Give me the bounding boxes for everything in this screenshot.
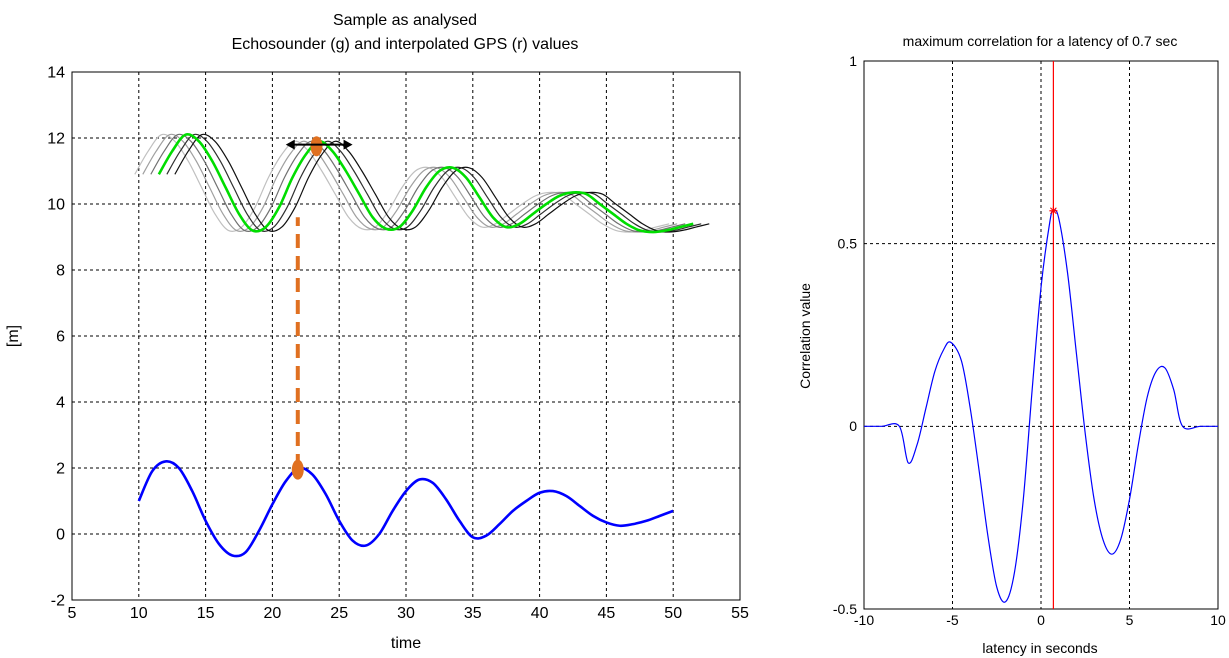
right-tick-labels: -10 -5 0 5 10 -0.5 0 0.5 1 bbox=[833, 53, 1226, 628]
correlation-curve bbox=[863, 209, 1218, 603]
left-series-line-1 bbox=[157, 133, 694, 234]
left-tick-labels: 5 10 15 20 25 30 35 40 45 50 55 -2 0 2 4 6 8 10 12 14 bbox=[47, 65, 749, 622]
left-y-tick-label: 10 bbox=[47, 197, 65, 214]
left-y-tick-label: -2 bbox=[51, 593, 65, 610]
left-series-line-3 bbox=[142, 133, 678, 233]
left-plot-frame bbox=[71, 71, 741, 601]
right-y-axis-label: Correlation value bbox=[797, 283, 813, 389]
left-grid bbox=[72, 72, 740, 600]
right-x-axis-label: latency in seconds bbox=[982, 640, 1097, 656]
bottom-peak-marker bbox=[291, 459, 304, 480]
right-x-tick-label: 10 bbox=[1210, 612, 1226, 628]
top-peak-marker bbox=[310, 136, 323, 157]
left-chart-subtitle: Echosounder (g) and interpolated GPS (r)… bbox=[232, 36, 579, 53]
left-series-line-2 bbox=[134, 133, 670, 233]
right-x-tick-label: -10 bbox=[854, 612, 874, 628]
right-x-tick-label: 0 bbox=[1037, 612, 1045, 628]
left-x-axis-label: time bbox=[391, 635, 421, 652]
left-chart-title: Sample as analysed bbox=[333, 12, 477, 29]
right-y-tick-label: 0 bbox=[849, 418, 857, 434]
left-x-tick-label: 20 bbox=[264, 605, 282, 622]
left-series-line-4 bbox=[150, 133, 686, 233]
correlation-chart: maximum correlation for a latency of 0.7… bbox=[797, 33, 1226, 656]
left-x-tick-label: 10 bbox=[130, 605, 148, 622]
shift-arrow-right-head bbox=[343, 139, 353, 150]
left-y-tick-label: 0 bbox=[56, 527, 65, 544]
left-y-tick-label: 8 bbox=[56, 263, 65, 280]
left-x-tick-label: 30 bbox=[397, 605, 415, 622]
max-correlation-marker bbox=[1049, 206, 1058, 215]
right-y-tick-label: 0.5 bbox=[838, 236, 858, 252]
left-series-line-0 bbox=[137, 460, 674, 558]
left-x-tick-label: 55 bbox=[731, 605, 749, 622]
left-x-tick-label: 40 bbox=[531, 605, 549, 622]
right-series bbox=[863, 61, 1218, 609]
left-series bbox=[134, 133, 710, 558]
right-y-tick-label: 1 bbox=[849, 53, 857, 69]
left-y-tick-label: 6 bbox=[56, 329, 65, 346]
left-x-tick-label: 45 bbox=[598, 605, 616, 622]
right-plot-frame bbox=[863, 60, 1219, 610]
right-x-tick-label: -5 bbox=[946, 612, 959, 628]
left-y-tick-label: 12 bbox=[47, 131, 65, 148]
left-y-axis-label: [m] bbox=[5, 325, 22, 347]
left-x-tick-label: 50 bbox=[664, 605, 682, 622]
left-series-line-6 bbox=[174, 133, 710, 233]
right-grid bbox=[864, 61, 1218, 609]
left-y-tick-label: 4 bbox=[56, 395, 65, 412]
right-chart-title: maximum correlation for a latency of 0.7… bbox=[903, 33, 1178, 49]
left-annotations bbox=[285, 136, 353, 480]
left-x-tick-label: 35 bbox=[464, 605, 482, 622]
right-x-tick-label: 5 bbox=[1126, 612, 1134, 628]
left-y-tick-label: 14 bbox=[47, 65, 65, 82]
left-series-line-5 bbox=[166, 133, 702, 233]
left-x-tick-label: 5 bbox=[68, 605, 77, 622]
left-y-tick-label: 2 bbox=[56, 461, 65, 478]
right-y-tick-label: -0.5 bbox=[833, 601, 857, 617]
echosounder-gps-chart: Sample as analysed Echosounder (g) and i… bbox=[5, 12, 749, 652]
left-x-tick-label: 15 bbox=[197, 605, 215, 622]
left-x-tick-label: 25 bbox=[330, 605, 348, 622]
shift-arrow-left-head bbox=[285, 139, 295, 150]
